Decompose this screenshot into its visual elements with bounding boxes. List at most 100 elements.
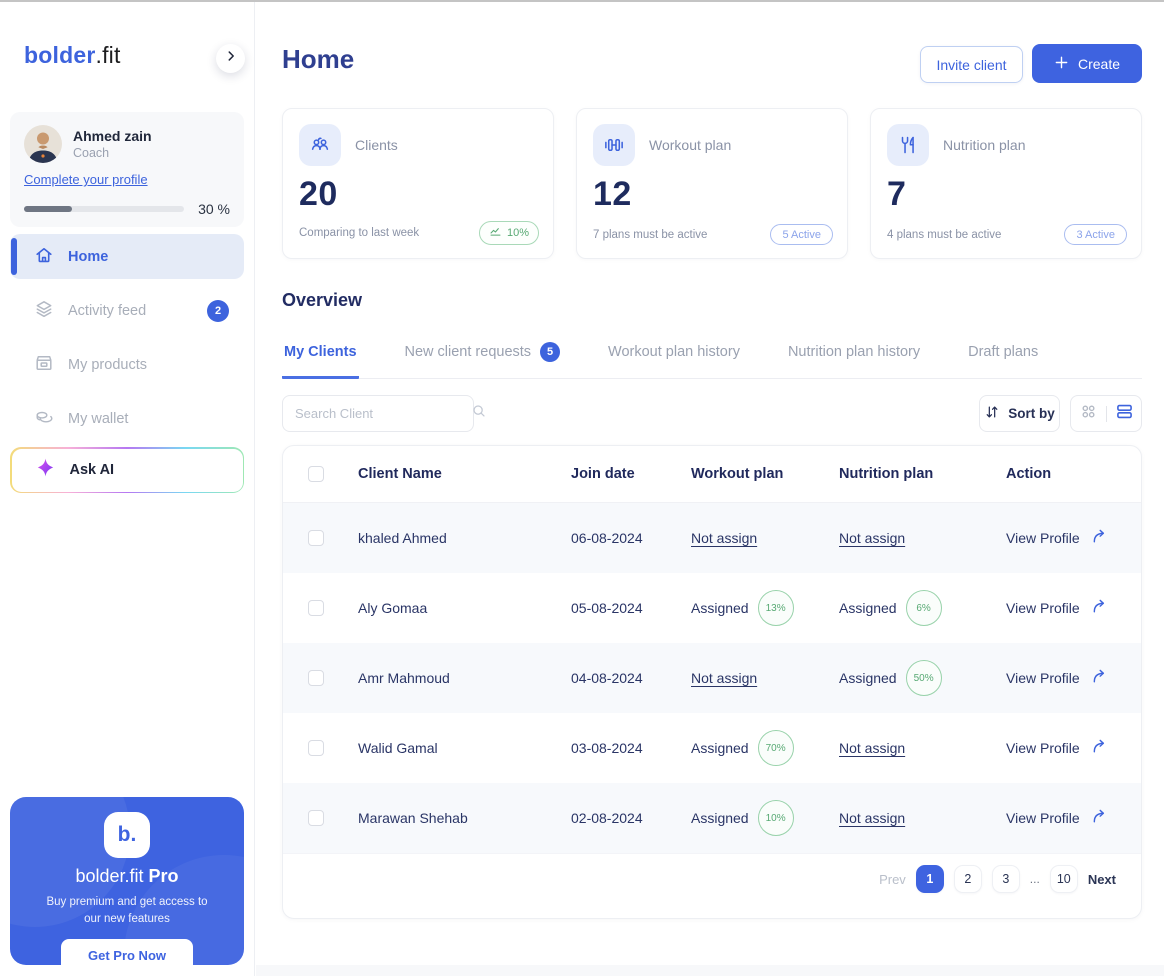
workout-assigned-cell: Assigned 10% bbox=[691, 800, 839, 836]
row-checkbox[interactable] bbox=[308, 530, 324, 546]
ask-ai-label: Ask AI bbox=[69, 462, 115, 478]
sidebar-item-my-wallet[interactable]: My wallet bbox=[10, 396, 244, 441]
page-title: Home bbox=[282, 44, 355, 74]
curved-arrow-icon bbox=[1091, 737, 1110, 759]
select-all-checkbox[interactable] bbox=[308, 466, 324, 482]
ai-sparkle-icon bbox=[35, 457, 56, 483]
column-header-workout-plan: Workout plan bbox=[691, 466, 784, 482]
client-name: Amr Mahmoud bbox=[358, 670, 450, 686]
curved-arrow-icon bbox=[1091, 667, 1110, 689]
nutrition-assigned-cell: Assigned 50% bbox=[839, 660, 1006, 696]
stat-caption: 7 plans must be active bbox=[593, 228, 708, 241]
profile-name: Ahmed zain bbox=[73, 128, 152, 144]
activity-feed-badge: 2 bbox=[207, 299, 229, 322]
row-checkbox[interactable] bbox=[308, 810, 324, 826]
fork-knife-icon bbox=[887, 124, 929, 166]
footer-strip bbox=[256, 965, 1164, 976]
complete-profile-link[interactable]: Complete your profile bbox=[24, 172, 148, 187]
tab-my-clients[interactable]: My Clients bbox=[282, 338, 359, 379]
nutrition-not-assign-link[interactable]: Not assign bbox=[839, 530, 906, 546]
chevron-right-icon bbox=[224, 49, 238, 68]
brand-logo-light: .fit bbox=[95, 42, 121, 68]
create-button[interactable]: Create bbox=[1032, 44, 1142, 83]
row-checkbox[interactable] bbox=[308, 670, 324, 686]
sidebar-item-my-products[interactable]: My products bbox=[10, 342, 244, 387]
join-date: 04-08-2024 bbox=[571, 670, 643, 686]
table-toolbar: Sort by bbox=[282, 395, 1142, 432]
stat-card-workout-plan: Workout plan 12 7 plans must be active 5… bbox=[576, 108, 848, 259]
stat-label: Clients bbox=[355, 137, 398, 153]
view-profile-action[interactable]: View Profile bbox=[1006, 527, 1116, 549]
view-profile-action[interactable]: View Profile bbox=[1006, 807, 1116, 829]
table-row: Aly Gomaa 05-08-2024 Assigned 13% Assign… bbox=[283, 573, 1141, 643]
sidebar-item-label: My products bbox=[68, 356, 147, 373]
pagination-page-2[interactable]: 2 bbox=[953, 865, 982, 893]
workout-percent-badge: 10% bbox=[757, 800, 794, 836]
column-header-client-name: Client Name bbox=[358, 466, 442, 482]
sidebar-item-activity-feed[interactable]: Activity feed 2 bbox=[10, 288, 244, 333]
invite-client-button[interactable]: Invite client bbox=[920, 46, 1023, 83]
stats-cards: Clients 20 Comparing to last week 10% W bbox=[282, 108, 1142, 259]
plus-icon bbox=[1054, 55, 1069, 73]
get-pro-button[interactable]: Get Pro Now bbox=[60, 939, 193, 965]
active-badge: 5 Active bbox=[770, 224, 833, 245]
dumbbell-icon bbox=[593, 124, 635, 166]
avatar bbox=[24, 125, 62, 163]
search-input[interactable] bbox=[295, 406, 471, 421]
sidebar-item-label: My wallet bbox=[68, 410, 129, 427]
join-date: 06-08-2024 bbox=[571, 530, 643, 546]
view-profile-action[interactable]: View Profile bbox=[1006, 737, 1116, 759]
pagination-page-10[interactable]: 10 bbox=[1049, 865, 1078, 893]
sidebar-collapse-button[interactable] bbox=[216, 44, 245, 73]
view-profile-action[interactable]: View Profile bbox=[1006, 667, 1116, 689]
row-checkbox[interactable] bbox=[308, 740, 324, 756]
nutrition-not-assign-link[interactable]: Not assign bbox=[839, 810, 906, 826]
column-header-action: Action bbox=[1006, 466, 1052, 482]
grid-view-icon[interactable] bbox=[1080, 403, 1097, 425]
clients-table: Client Name Join date Workout plan Nutri… bbox=[282, 445, 1142, 919]
pro-subtitle: Buy premium and get access to our new fe… bbox=[46, 896, 208, 925]
profile-role: Coach bbox=[73, 146, 110, 160]
table-row: Walid Gamal 03-08-2024 Assigned 70% Not … bbox=[283, 713, 1141, 783]
overview-title: Overview bbox=[282, 290, 363, 310]
nutrition-not-assign-link[interactable]: Not assign bbox=[839, 740, 906, 756]
client-name: khaled Ahmed bbox=[358, 530, 447, 546]
sidebar-item-home[interactable]: Home bbox=[10, 234, 244, 279]
sort-arrows-icon bbox=[984, 404, 1000, 423]
view-profile-action[interactable]: View Profile bbox=[1006, 597, 1116, 619]
pagination-page-3[interactable]: 3 bbox=[991, 865, 1020, 893]
tab-workout-plan-history[interactable]: Workout plan history bbox=[608, 344, 740, 360]
sort-by-button[interactable]: Sort by bbox=[979, 395, 1060, 432]
layers-icon bbox=[34, 299, 54, 323]
stat-card-nutrition-plan: Nutrition plan 7 4 plans must be active … bbox=[870, 108, 1142, 259]
sidebar: bolder.fit Ahmed zain Coach Complete you… bbox=[0, 2, 255, 976]
pagination-page-1[interactable]: 1 bbox=[915, 865, 944, 893]
pagination-prev[interactable]: Prev bbox=[879, 871, 906, 887]
profile-progress-bar bbox=[24, 206, 185, 212]
stat-value: 7 bbox=[887, 175, 907, 213]
workout-assigned-cell: Assigned 70% bbox=[691, 730, 839, 766]
new-requests-badge: 5 bbox=[540, 342, 561, 362]
list-view-icon[interactable] bbox=[1116, 403, 1133, 425]
line-chart-icon bbox=[489, 225, 502, 241]
pro-title: bolder.fit Pro bbox=[75, 866, 179, 886]
client-name: Walid Gamal bbox=[358, 740, 438, 756]
search-box bbox=[282, 395, 485, 432]
client-name: Marawan Shehab bbox=[358, 810, 468, 826]
sidebar-item-ask-ai[interactable]: Ask AI bbox=[10, 447, 244, 493]
row-checkbox[interactable] bbox=[308, 600, 324, 616]
overview-tabs: My Clients New client requests 5 Workout… bbox=[282, 338, 1142, 379]
table-row: khaled Ahmed 06-08-2024 Not assign Not a… bbox=[283, 503, 1141, 573]
workout-not-assign-link[interactable]: Not assign bbox=[691, 530, 758, 546]
home-icon bbox=[34, 245, 54, 269]
nutrition-percent-badge: 6% bbox=[905, 590, 942, 626]
pagination-next[interactable]: Next bbox=[1087, 871, 1116, 887]
tab-new-client-requests[interactable]: New client requests 5 bbox=[403, 338, 563, 379]
client-name: Aly Gomaa bbox=[358, 600, 428, 616]
workout-percent-badge: 13% bbox=[757, 590, 794, 626]
brand-logo: bolder.fit bbox=[24, 42, 121, 69]
stat-label: Workout plan bbox=[649, 137, 732, 153]
workout-not-assign-link[interactable]: Not assign bbox=[691, 670, 758, 686]
tab-nutrition-plan-history[interactable]: Nutrition plan history bbox=[787, 344, 921, 360]
tab-draft-plans[interactable]: Draft plans bbox=[968, 344, 1039, 360]
